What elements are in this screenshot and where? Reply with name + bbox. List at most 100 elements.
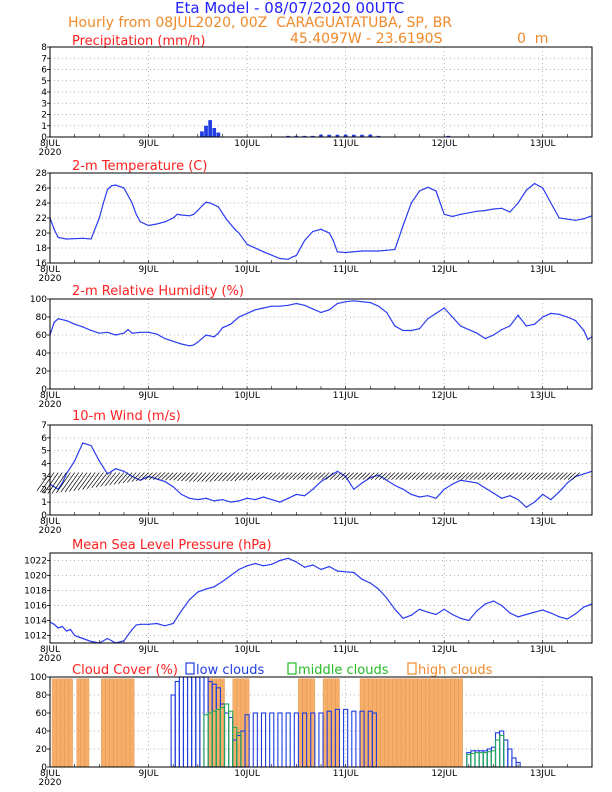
wind-arrow [383,472,392,480]
wind-arrow [325,472,334,480]
rh-data-point [583,329,585,332]
wind-arrow [113,472,125,485]
wind-arrow [477,472,486,480]
wind-arrow [350,472,359,480]
cloud-bar-low-clouds [269,712,275,768]
wind-vectors [36,472,580,494]
legend-low-clouds: low clouds [196,663,265,678]
cloud-bar-high-clouds [359,678,365,768]
rh-data-point [476,332,478,334]
cloud-title: Cloud Cover (%) [72,663,178,678]
temp-data-point [501,207,503,209]
cloud-bar-high-clouds [331,678,336,768]
wind-arrow [205,472,215,482]
elevation-label: 0 m [517,31,549,47]
wind-arrow [415,472,424,480]
rh-ytick-label: 40 [36,349,48,359]
rh-data-point [164,338,166,340]
temp-data-point [542,187,544,189]
wind-arrow [333,472,342,480]
wind-data-point [287,497,289,499]
rh-year-label: 2020 [39,400,62,410]
wind-arrow [247,472,256,481]
mslp-data-point [583,606,585,608]
cloud-bar-high-clouds [306,678,311,768]
wind-arrow [526,472,535,480]
rh-data-point [574,320,577,322]
wind-arrow [407,472,416,480]
wind-data-point [82,442,84,444]
rh-data-point [98,332,100,334]
wind-data-point [484,487,486,489]
precip-bar [204,125,208,137]
wind-arrow [567,472,576,480]
cloud-bar-high-clouds [68,678,73,768]
wind-arrow [530,472,539,480]
wind-data-point [353,488,355,490]
mslp-data-point [525,613,527,616]
wind-data-point [180,493,182,496]
cloud-bar-low-clouds [178,676,184,768]
cloud-bar-low-clouds [252,712,258,768]
wind-arrow [403,472,412,480]
wind-arrow [60,472,75,493]
mslp-data-point [61,625,63,628]
wind-arrow [354,472,363,480]
temp-data-point [110,185,113,187]
wind-data-point [279,501,281,503]
wind-data-point [61,482,63,484]
wind-data-point [90,444,92,447]
wind-ytick-label: 5 [41,447,47,457]
panel-mslp: Mean Sea Level Pressure (hPa) [72,538,272,553]
mslp-data-point [542,609,544,611]
cloud-bar-high-clouds [240,678,246,768]
cloud-bar-high-clouds [129,678,135,768]
precip-bar [446,135,451,137]
mslp-data-point [443,608,445,610]
rh-data-point [74,323,76,325]
rh-data-point [53,321,55,323]
rh-data-point [205,334,207,336]
cloud-bar-high-clouds [326,678,332,768]
rh-data-point [435,312,437,314]
wind-data-point [295,493,297,496]
mslp-data-point [147,623,150,625]
cloud-bar-high-clouds [125,678,131,768]
precip-ytick-label: 8 [41,43,47,53]
wind-data-point [525,506,527,508]
cloud-bar-low-clouds [199,676,205,768]
chart-subtitle: Hourly from 08JUL2020, 00Z CARAGUATATUBA… [68,15,453,31]
wind-arrow [109,472,121,486]
legend-high-clouds: high clouds [418,663,493,678]
wind-arrow [157,472,166,480]
wind-data-point [566,482,568,484]
wind-data-point [460,479,462,481]
wind-arrow [489,472,498,480]
location-coordinates: 45.4097W - 23.6190S [290,31,443,47]
cloud-bar-low-clouds [223,712,230,768]
mslp-data-point [238,568,240,571]
cloud-bar-middle-clouds [494,739,501,768]
wind-arrow [522,472,531,480]
cloud-bar-high-clouds [51,678,57,768]
cloud-ytick-label: 100 [30,673,47,683]
cloud-bar-high-clouds [113,678,118,768]
wind-arrow [118,472,129,484]
wind-data-point [98,460,100,462]
wind-data-point [123,470,125,472]
mslp-xtick-label: 11JUL [333,645,359,655]
precip-bar [343,134,348,137]
wind-arrow [193,472,203,482]
rh-data-point [82,326,84,328]
wind-arrow [440,472,449,480]
mslp-data-point [65,630,68,632]
rh-data-point [217,332,219,334]
cloud-bar-middle-clouds [203,714,209,768]
temp-data-point [525,189,527,191]
wind-arrow [177,472,186,482]
rh-data-point [197,341,199,343]
wind-arrow [436,472,445,480]
wind-arrow [263,472,272,480]
rh-data-point [410,329,412,332]
